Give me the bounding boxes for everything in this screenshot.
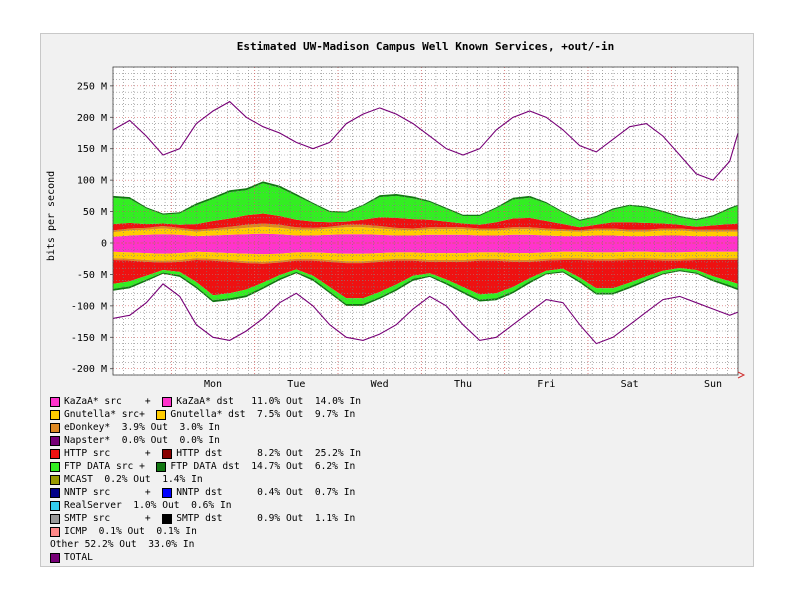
x-tick-label: Wed (371, 379, 389, 390)
legend-label: HTTP dst 8.2% Out 25.2% In (176, 448, 362, 459)
y-tick-label: 100 M (77, 176, 107, 187)
y-tick-label: -200 M (71, 364, 107, 375)
in-area-3 (113, 260, 738, 299)
out-area-2 (113, 223, 738, 233)
legend-row-ftp: FTP DATA src + FTP DATA dst 14.7% Out 6.… (50, 460, 470, 473)
x-axis-arrow (737, 371, 746, 379)
legend-row-other: Other 52.2% Out 33.0% In (50, 538, 470, 551)
legend-swatch (156, 409, 167, 420)
legend-label: FTP DATA src + (64, 461, 157, 472)
y-tick-label: 150 M (77, 144, 107, 155)
legend-swatch (50, 513, 60, 524)
legend-row-edonkey: eDonkey* 3.9% Out 3.0% In (50, 421, 470, 434)
legend-swatch (50, 461, 60, 472)
y-axis-label: bits per second (46, 171, 57, 261)
legend-label: NNTP src + (64, 487, 163, 498)
legend-swatch (50, 526, 60, 537)
y-tick-label: -100 M (71, 301, 107, 312)
total-out-line (112, 100, 739, 181)
legend-label: FTP DATA dst 14.7% Out 6.2% In (170, 461, 356, 472)
y-tick-label: -150 M (71, 333, 107, 344)
legend-swatch (50, 474, 60, 485)
legend-swatch (156, 461, 167, 472)
legend-label: Gnutella* dst 7.5% Out 9.7% In (170, 409, 356, 420)
legend-swatch (50, 552, 60, 563)
legend-row-kazaa: KaZaA* src + KaZaA* dst 11.0% Out 14.0% … (50, 395, 470, 408)
legend-swatch (162, 513, 173, 524)
legend-label: MCAST 0.2% Out 1.4% In (64, 474, 203, 485)
x-tick-label: Sun (704, 379, 722, 390)
legend-row-smtp: SMTP src + SMTP dst 0.9% Out 1.1% In (50, 512, 470, 525)
legend-label: HTTP src + (64, 448, 163, 459)
legend-label: eDonkey* 3.9% Out 3.0% In (64, 422, 220, 433)
legend-label: TOTAL (64, 552, 93, 563)
legend-label: NNTP dst 0.4% Out 0.7% In (176, 487, 356, 498)
plot-border (112, 66, 739, 376)
legend-row-nntp: NNTP src + NNTP dst 0.4% Out 0.7% In (50, 486, 470, 499)
legend-swatch (162, 448, 173, 459)
legend-swatch (50, 396, 60, 407)
y-tick-label: 50 M (83, 207, 107, 218)
legend-label: ICMP 0.1% Out 0.1% In (64, 526, 197, 537)
legend-swatch (162, 487, 173, 498)
x-tick-label: Fri (537, 379, 555, 390)
x-tick-label: Thu (454, 379, 472, 390)
chart-title: Estimated UW-Madison Campus Well Known S… (237, 40, 615, 53)
legend-label: KaZaA* src + (64, 396, 163, 407)
x-tick-label: Mon (204, 379, 222, 390)
legend-label: RealServer 1.0% Out 0.6% In (64, 500, 232, 511)
y-tick-label: -50 M (77, 270, 107, 281)
legend-row-total: TOTAL (50, 551, 470, 564)
legend-swatch (50, 487, 60, 498)
legend-row-icmp: ICMP 0.1% Out 0.1% In (50, 525, 470, 538)
legend-label: KaZaA* dst 11.0% Out 14.0% In (176, 396, 362, 407)
y-tick-label: 0 (101, 239, 107, 250)
legend-label: SMTP src + (64, 513, 163, 524)
legend-swatch (50, 448, 60, 459)
traffic-chart: 250 M 200 M 150 M 100 M 50 M 0 -50 M -100 M -150… (46, 40, 746, 390)
y-tick-label: 200 M (77, 113, 107, 124)
total-in-line (112, 283, 739, 345)
legend-row-realserver: RealServer 1.0% Out 0.6% In (50, 499, 470, 512)
legend-label: SMTP dst 0.9% Out 1.1% In (176, 513, 356, 524)
x-tick-label: Sat (621, 379, 639, 390)
legend-label: Gnutella* src+ (64, 409, 157, 420)
legend-swatch (50, 500, 60, 511)
legend-swatch (50, 435, 60, 446)
legend-swatch (50, 422, 60, 433)
legend-row-http: HTTP src + HTTP dst 8.2% Out 25.2% In (50, 447, 470, 460)
x-tick-label: Tue (287, 379, 305, 390)
legend-swatch (162, 396, 173, 407)
legend-row-napster: Napster* 0.0% Out 0.0% In (50, 434, 470, 447)
y-tick-label: 250 M (77, 81, 107, 92)
in-area-0 (113, 243, 738, 255)
legend-label: Other 52.2% Out 33.0% In (50, 539, 195, 550)
legend-label: Napster* 0.0% Out 0.0% In (64, 435, 220, 446)
legend: KaZaA* src + KaZaA* dst 11.0% Out 14.0% … (50, 395, 470, 564)
legend-row-gnutella: Gnutella* src+ Gnutella* dst 7.5% Out 9.… (50, 408, 470, 421)
legend-swatch (50, 409, 60, 420)
legend-row-mcast: MCAST 0.2% Out 1.4% In (50, 473, 470, 486)
